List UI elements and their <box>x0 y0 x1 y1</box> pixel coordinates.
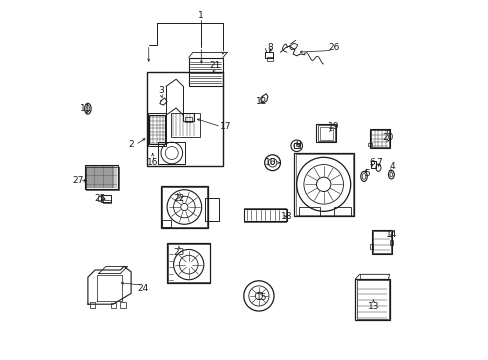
Text: 7: 7 <box>375 158 381 167</box>
Bar <box>367 143 371 146</box>
Text: 26: 26 <box>327 43 339 52</box>
Bar <box>373 231 390 253</box>
Text: 24: 24 <box>137 284 148 293</box>
Bar <box>101 195 110 202</box>
Bar <box>89 302 95 308</box>
Bar <box>369 244 373 249</box>
Bar <box>266 57 272 61</box>
Text: 9: 9 <box>294 140 300 149</box>
Bar <box>355 279 389 320</box>
Bar <box>183 113 194 121</box>
Text: 27: 27 <box>72 176 84 185</box>
Text: 3: 3 <box>158 86 163 95</box>
Text: 17: 17 <box>220 122 231 131</box>
Text: 2: 2 <box>128 140 134 149</box>
Text: 15: 15 <box>256 292 267 302</box>
Text: 14: 14 <box>386 230 397 239</box>
Text: 25: 25 <box>94 194 105 203</box>
Bar <box>148 113 166 146</box>
Bar <box>167 243 210 283</box>
Bar <box>120 302 125 308</box>
Text: 23: 23 <box>173 248 184 257</box>
Bar <box>162 220 171 227</box>
Bar <box>298 207 320 216</box>
Text: 4: 4 <box>388 162 394 171</box>
Bar <box>295 154 352 215</box>
Bar <box>369 129 389 148</box>
Bar <box>98 196 102 201</box>
Bar <box>158 142 185 164</box>
Circle shape <box>270 161 274 165</box>
Bar <box>204 198 219 221</box>
Bar <box>188 58 223 86</box>
Bar <box>185 117 192 122</box>
Bar <box>265 52 273 58</box>
Text: 8: 8 <box>267 43 273 52</box>
Text: 21: 21 <box>209 61 220 70</box>
Bar <box>148 115 164 144</box>
Bar <box>168 244 209 282</box>
Bar <box>316 124 336 142</box>
Bar <box>334 207 350 216</box>
Bar <box>147 72 223 166</box>
Bar <box>170 113 199 137</box>
Text: 12: 12 <box>256 97 267 106</box>
Bar <box>386 130 389 133</box>
Circle shape <box>181 203 187 211</box>
Text: 18: 18 <box>281 212 292 221</box>
Bar <box>371 230 391 254</box>
Bar <box>320 127 332 140</box>
Text: 1: 1 <box>198 12 204 21</box>
Bar <box>111 303 115 308</box>
Text: 10: 10 <box>264 158 276 167</box>
Bar <box>370 130 387 147</box>
Text: 11: 11 <box>80 104 91 113</box>
Text: 19: 19 <box>327 122 339 131</box>
Bar <box>294 153 353 216</box>
Text: 5: 5 <box>363 169 369 178</box>
Bar <box>370 161 375 168</box>
Bar <box>86 167 119 190</box>
Bar <box>161 186 207 228</box>
Bar <box>317 125 334 141</box>
Bar <box>85 165 118 189</box>
Text: 20: 20 <box>381 133 393 142</box>
Bar <box>162 187 206 227</box>
Bar <box>244 209 286 221</box>
Bar <box>244 208 285 222</box>
Circle shape <box>255 292 262 300</box>
Bar <box>356 280 387 319</box>
Bar <box>103 200 110 203</box>
Circle shape <box>316 177 330 192</box>
Text: 22: 22 <box>173 194 184 203</box>
Bar <box>294 143 299 148</box>
Text: 6: 6 <box>368 158 374 167</box>
Text: 16: 16 <box>147 158 158 167</box>
Bar <box>389 240 392 245</box>
Text: 13: 13 <box>367 302 378 311</box>
